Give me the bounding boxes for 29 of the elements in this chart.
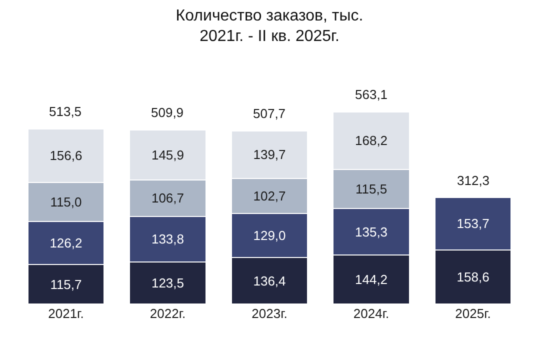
- data-label: 123,5: [151, 275, 184, 290]
- data-label: 115,0: [50, 194, 82, 210]
- data-label: 153,7: [456, 216, 490, 232]
- data-label: 145,9: [151, 148, 184, 163]
- chart-title: Количество заказов, тыс. 2021г. - II кв. 2025г.: [176, 7, 364, 46]
- total-label: 312,3: [457, 173, 490, 188]
- total-label: 513,5: [49, 104, 82, 119]
- data-label: 139,7: [253, 147, 286, 162]
- data-label: 115,7: [50, 276, 82, 292]
- data-label: 156,6: [50, 148, 82, 164]
- x-tick-label: 2022г.: [150, 306, 186, 321]
- total-label: 509,9: [151, 105, 184, 120]
- data-label: 135,3: [354, 224, 388, 240]
- x-tick-label: 2024г.: [353, 306, 390, 321]
- x-tick-label: 2025г.: [455, 306, 491, 321]
- data-label: 126,2: [50, 236, 82, 251]
- data-label: 158,6: [456, 269, 490, 284]
- data-label: 115,5: [355, 182, 388, 197]
- data-label: 129,0: [253, 228, 286, 244]
- total-label: 507,7: [253, 106, 286, 121]
- data-label: 136,4: [253, 273, 286, 288]
- x-tick-label: 2023г.: [252, 306, 288, 321]
- data-label: 144,2: [354, 272, 388, 287]
- data-label: 168,2: [354, 133, 388, 148]
- data-label: 106,7: [151, 190, 184, 206]
- x-tick-label: 2021г.: [48, 306, 84, 321]
- total-label: 563,1: [355, 87, 388, 102]
- data-label: 133,8: [151, 232, 184, 247]
- data-label: 102,7: [253, 188, 286, 204]
